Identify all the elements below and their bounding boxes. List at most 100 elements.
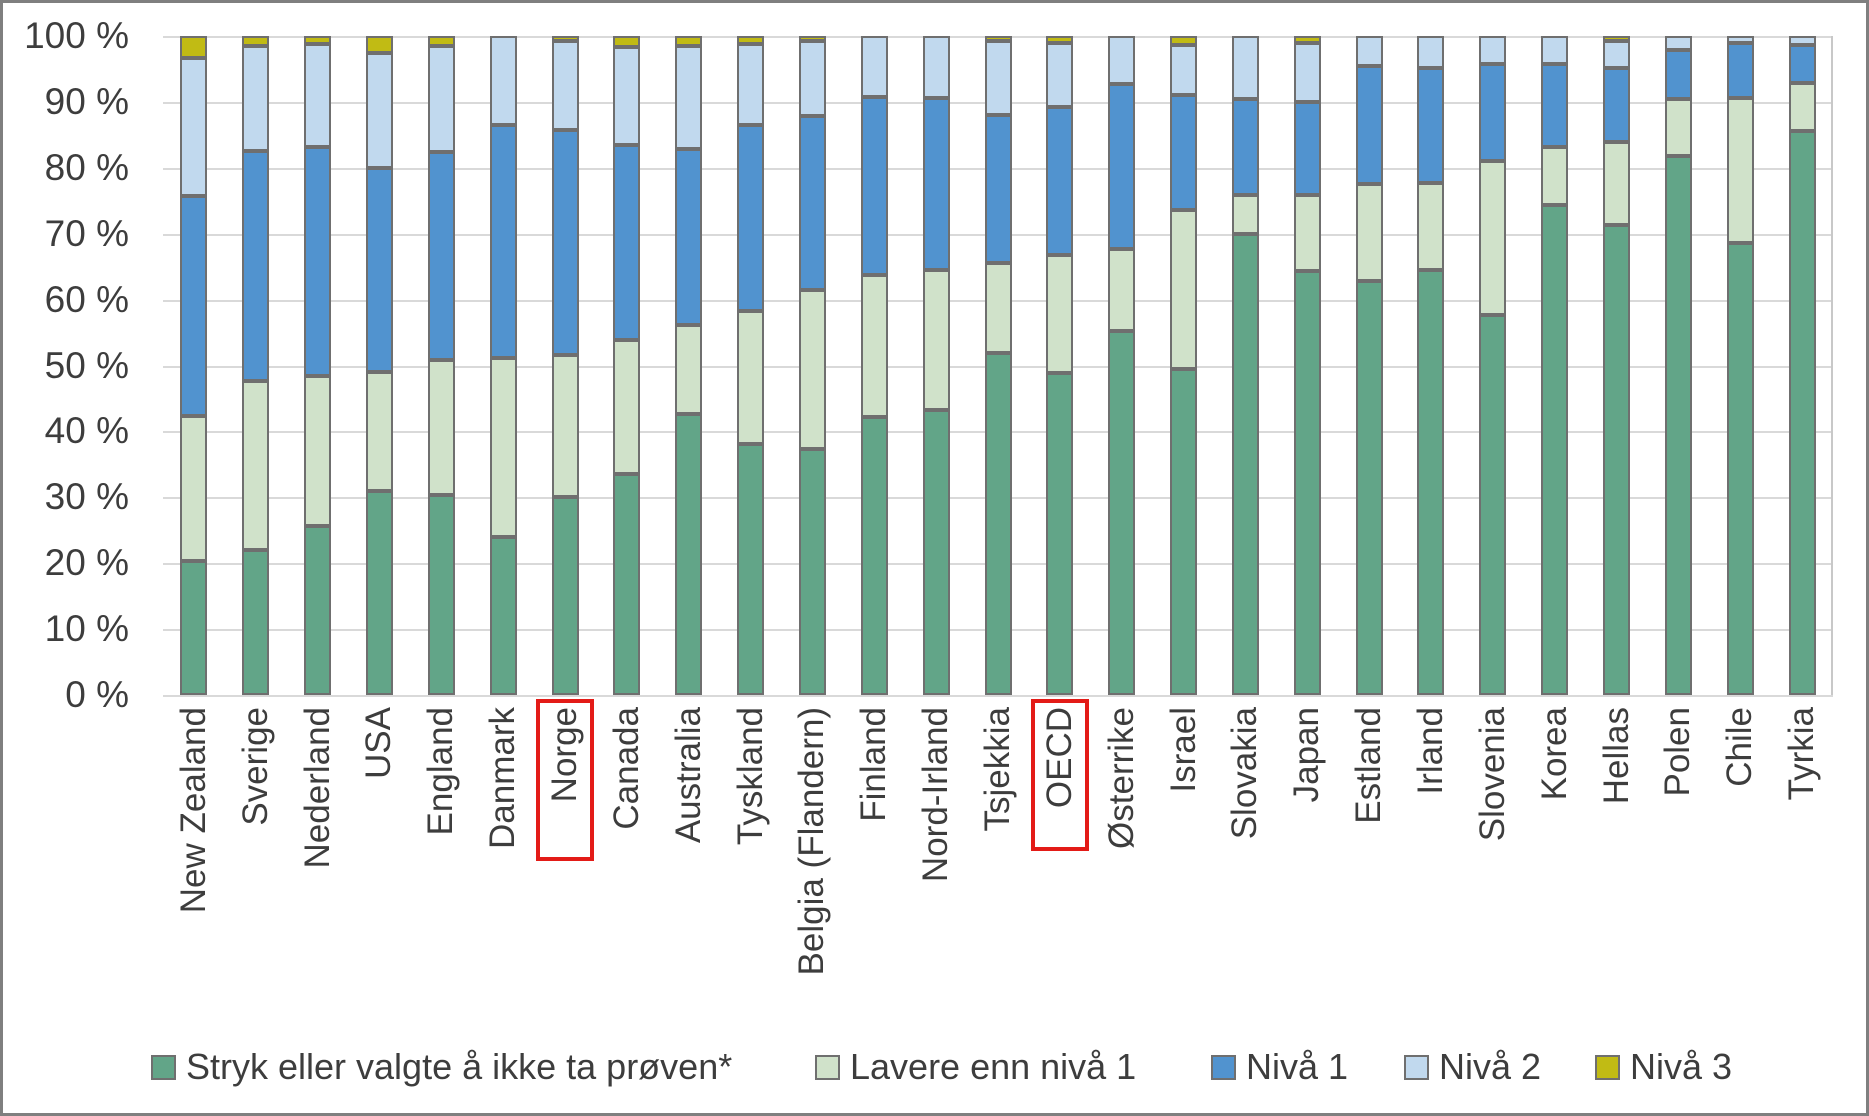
bar-segment-niva-1 bbox=[1293, 101, 1321, 195]
bar-segment-niva-2 bbox=[427, 45, 455, 153]
bar-segment-niva-3 bbox=[613, 36, 641, 48]
bar-segment-lavere-enn-niva-1 bbox=[427, 360, 455, 495]
x-label-tsjekkia: Tsjekkia bbox=[978, 707, 1017, 832]
legend-swatch-niva-3 bbox=[1595, 1054, 1620, 1080]
bar-segment-stryk-eller-ikke-tatt bbox=[675, 414, 703, 695]
bar-australia bbox=[675, 36, 703, 695]
bar-new-zealand bbox=[180, 36, 208, 695]
x-label-irland: Irland bbox=[1410, 707, 1450, 795]
bar-segment-niva-2 bbox=[984, 41, 1012, 116]
legend-item-niva-2: Nivå 2 bbox=[1404, 1047, 1541, 1087]
bar-nord-irland bbox=[922, 36, 950, 695]
bar-segment-stryk-eller-ikke-tatt bbox=[798, 449, 826, 695]
bar-segment-niva-3 bbox=[675, 36, 703, 46]
bar-segment-niva-2 bbox=[365, 52, 393, 169]
legend-swatch-lavere-enn-niva-1 bbox=[815, 1054, 840, 1080]
legend-item-niva-1: Nivå 1 bbox=[1211, 1047, 1348, 1087]
bar-segment-stryk-eller-ikke-tatt bbox=[1046, 372, 1074, 695]
plot-right-border bbox=[1831, 36, 1833, 695]
bar-norge bbox=[551, 36, 579, 695]
bar-segment-niva-2 bbox=[613, 47, 641, 145]
bar-segment-stryk-eller-ikke-tatt bbox=[737, 443, 765, 695]
bar-segment-niva-2 bbox=[1603, 41, 1631, 68]
bar-israel bbox=[1170, 36, 1198, 695]
x-label-slovenia: Slovenia bbox=[1472, 707, 1512, 842]
bar-slovakia bbox=[1231, 36, 1259, 695]
bar-segment-lavere-enn-niva-1 bbox=[1231, 194, 1259, 234]
bar-segment-lavere-enn-niva-1 bbox=[1046, 254, 1074, 373]
y-tick-label-80: 80 % bbox=[44, 146, 129, 188]
bar-segment-lavere-enn-niva-1 bbox=[1541, 147, 1569, 205]
x-label-australia: Australia bbox=[668, 707, 708, 844]
legend-label-niva-2: Nivå 2 bbox=[1439, 1046, 1542, 1087]
bar-segment-niva-1 bbox=[922, 97, 950, 270]
bar-segment-stryk-eller-ikke-tatt bbox=[1108, 330, 1136, 695]
bar--sterrike bbox=[1108, 36, 1136, 695]
bar-segment-niva-3 bbox=[304, 36, 332, 44]
bar-segment-stryk-eller-ikke-tatt bbox=[1726, 242, 1754, 695]
legend-item-stryk-eller-ikke-tatt: Stryk eller valgte å ikke ta prøven* bbox=[151, 1047, 732, 1087]
bar-segment-niva-2 bbox=[922, 36, 950, 98]
bar-segment-niva-2 bbox=[180, 57, 208, 196]
bar-segment-niva-1 bbox=[1541, 64, 1569, 148]
bar-segment-niva-1 bbox=[675, 149, 703, 325]
x-label-korea: Korea bbox=[1534, 707, 1574, 801]
bar-segment-niva-3 bbox=[1046, 36, 1074, 44]
bar-segment-niva-1 bbox=[1726, 42, 1754, 98]
bar-segment-stryk-eller-ikke-tatt bbox=[860, 416, 888, 695]
bar-segment-niva-1 bbox=[304, 146, 332, 377]
bar-segment-niva-2 bbox=[1788, 36, 1816, 45]
bar-belgia-flandern- bbox=[798, 36, 826, 695]
bar-segment-lavere-enn-niva-1 bbox=[489, 358, 517, 537]
bar-segment-stryk-eller-ikke-tatt bbox=[242, 550, 270, 695]
bar-segment-niva-2 bbox=[304, 43, 332, 147]
x-label-england: England bbox=[421, 707, 461, 836]
x-label-chile: Chile bbox=[1720, 707, 1760, 787]
bar-segment-lavere-enn-niva-1 bbox=[551, 354, 579, 498]
bar-england bbox=[427, 36, 455, 695]
x-label--sterrike: Østerrike bbox=[1101, 707, 1141, 849]
y-tick-label-0: 0 % bbox=[65, 674, 129, 715]
bar-segment-niva-2 bbox=[1231, 36, 1259, 99]
bar-danmark bbox=[489, 36, 517, 695]
x-label-estland: Estland bbox=[1349, 707, 1389, 824]
bar-segment-stryk-eller-ikke-tatt bbox=[1603, 225, 1631, 695]
bar-segment-lavere-enn-niva-1 bbox=[180, 415, 208, 562]
bar-segment-niva-1 bbox=[242, 150, 270, 381]
x-label-israel: Israel bbox=[1163, 707, 1203, 793]
legend-swatch-niva-1 bbox=[1211, 1054, 1236, 1080]
bar-segment-stryk-eller-ikke-tatt bbox=[1541, 204, 1569, 695]
bar-segment-niva-1 bbox=[613, 144, 641, 340]
bar-segment-niva-3 bbox=[737, 36, 765, 44]
bar-segment-niva-3 bbox=[1170, 36, 1198, 45]
bar-segment-niva-2 bbox=[242, 45, 270, 151]
y-tick-label-40: 40 % bbox=[44, 410, 129, 452]
legend-swatch-niva-2 bbox=[1404, 1054, 1429, 1080]
bar-segment-niva-1 bbox=[1108, 84, 1136, 249]
y-tick-label-50: 50 % bbox=[44, 344, 129, 386]
bar-segment-niva-1 bbox=[427, 152, 455, 361]
x-label-polen: Polen bbox=[1658, 707, 1698, 797]
y-tick-label-30: 30 % bbox=[44, 476, 129, 518]
bar-segment-stryk-eller-ikke-tatt bbox=[1231, 233, 1259, 695]
highlight-box-norge bbox=[536, 699, 595, 861]
y-tick-label-60: 60 % bbox=[44, 278, 129, 320]
legend-item-niva-3: Nivå 3 bbox=[1595, 1047, 1732, 1087]
bar-segment-stryk-eller-ikke-tatt bbox=[551, 497, 579, 695]
x-label-new-zealand: New Zealand bbox=[173, 707, 213, 914]
bar-segment-niva-3 bbox=[242, 36, 270, 46]
y-tick-label-100: 100 % bbox=[24, 15, 129, 56]
bar-segment-niva-1 bbox=[737, 124, 765, 312]
bar-segment-stryk-eller-ikke-tatt bbox=[1417, 269, 1445, 695]
bar-segment-niva-2 bbox=[489, 36, 517, 125]
bar-segment-niva-3 bbox=[984, 36, 1012, 42]
bar-tyskland bbox=[737, 36, 765, 695]
bar-segment-niva-2 bbox=[675, 45, 703, 150]
bar-segment-niva-2 bbox=[1355, 36, 1383, 67]
bar-segment-stryk-eller-ikke-tatt bbox=[1293, 270, 1321, 695]
bar-segment-niva-1 bbox=[365, 168, 393, 373]
bar-segment-niva-1 bbox=[489, 124, 517, 359]
bar-segment-lavere-enn-niva-1 bbox=[1355, 184, 1383, 281]
bar-segment-lavere-enn-niva-1 bbox=[304, 376, 332, 527]
bar-segment-niva-1 bbox=[1664, 49, 1692, 99]
